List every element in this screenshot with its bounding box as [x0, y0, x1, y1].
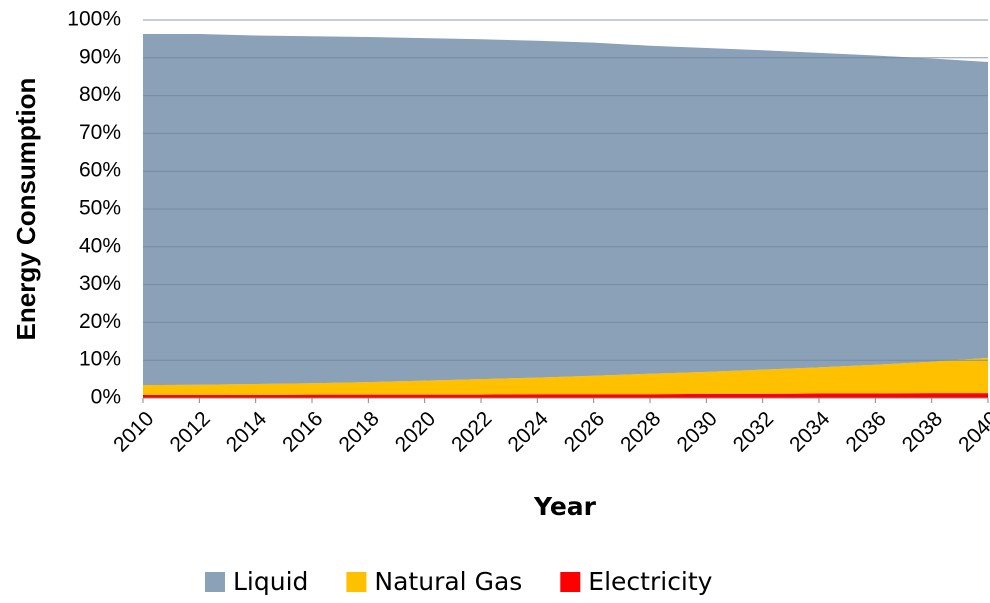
y-tick-label: 0% [91, 386, 121, 409]
x-axis-label: Year [533, 492, 597, 521]
y-tick-label: 100% [67, 8, 121, 31]
x-tick-label: 2020 [391, 407, 440, 456]
x-tick-label: 2032 [729, 407, 778, 456]
y-tick-label: 30% [79, 272, 121, 295]
x-tick-label: 2024 [503, 407, 553, 457]
x-tick-label: 2022 [447, 407, 496, 456]
x-tick-label: 2012 [165, 407, 214, 456]
x-tick-label: 2036 [841, 407, 890, 456]
y-tick-label: 40% [79, 234, 121, 257]
area [143, 33, 988, 386]
x-tick-label: 2014 [222, 407, 272, 457]
area [143, 393, 988, 398]
legend-swatch [560, 572, 581, 592]
legend-swatch [205, 572, 225, 592]
y-tick-label: 10% [79, 348, 121, 371]
y-axis-label: Energy Consumption [11, 78, 41, 341]
x-tick-label: 2038 [898, 407, 947, 456]
y-tick-label: 60% [79, 159, 121, 182]
y-tick-label: 50% [79, 197, 121, 220]
legend-swatch [346, 572, 367, 592]
x-tick-label: 2016 [278, 407, 327, 456]
x-tick-label: 2010 [109, 407, 158, 456]
x-tick-label: 2026 [560, 407, 609, 456]
legend-label: Electricity [588, 567, 712, 596]
legend-label: Liquid [233, 567, 308, 596]
legend-label: Natural Gas [374, 567, 522, 596]
x-tick-label: 2028 [616, 407, 665, 456]
y-tick-label: 70% [79, 121, 121, 144]
x-tick-label: 2040 [954, 407, 990, 456]
y-tick-label: 80% [79, 83, 121, 106]
area [143, 357, 988, 395]
x-tick-label: 2034 [785, 407, 835, 457]
x-tick-label: 2018 [334, 407, 383, 456]
x-tick-label: 2030 [672, 407, 721, 456]
y-tick-label: 20% [79, 310, 121, 333]
y-tick-label: 90% [79, 45, 121, 68]
